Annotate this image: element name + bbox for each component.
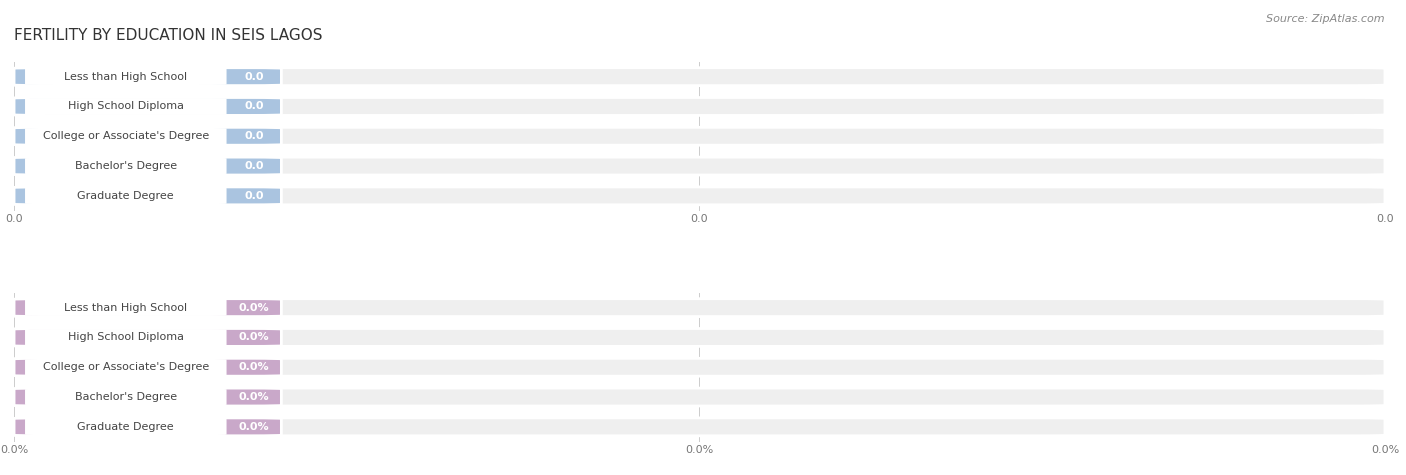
FancyBboxPatch shape (14, 97, 281, 115)
FancyBboxPatch shape (14, 127, 281, 145)
FancyBboxPatch shape (14, 157, 281, 175)
Text: FERTILITY BY EDUCATION IN SEIS LAGOS: FERTILITY BY EDUCATION IN SEIS LAGOS (14, 28, 322, 44)
FancyBboxPatch shape (25, 359, 226, 376)
Text: Source: ZipAtlas.com: Source: ZipAtlas.com (1267, 14, 1385, 24)
FancyBboxPatch shape (14, 358, 281, 376)
Text: Graduate Degree: Graduate Degree (77, 422, 174, 432)
FancyBboxPatch shape (14, 358, 1385, 376)
Text: Bachelor's Degree: Bachelor's Degree (75, 161, 177, 171)
FancyBboxPatch shape (14, 299, 281, 316)
Text: College or Associate's Degree: College or Associate's Degree (42, 131, 209, 141)
Text: 0.0%: 0.0% (239, 332, 270, 342)
Text: 0.0: 0.0 (245, 72, 264, 82)
FancyBboxPatch shape (14, 68, 1385, 86)
Text: Less than High School: Less than High School (65, 72, 187, 82)
Text: 0.0: 0.0 (245, 191, 264, 201)
FancyBboxPatch shape (14, 388, 1385, 406)
FancyBboxPatch shape (14, 418, 1385, 436)
FancyBboxPatch shape (25, 299, 226, 316)
Text: High School Diploma: High School Diploma (67, 332, 184, 342)
Text: 0.0: 0.0 (245, 102, 264, 112)
FancyBboxPatch shape (14, 388, 281, 406)
Text: Bachelor's Degree: Bachelor's Degree (75, 392, 177, 402)
Text: Graduate Degree: Graduate Degree (77, 191, 174, 201)
Text: 0.0%: 0.0% (239, 392, 270, 402)
FancyBboxPatch shape (25, 418, 226, 435)
FancyBboxPatch shape (14, 187, 1385, 205)
FancyBboxPatch shape (14, 97, 1385, 115)
Text: Less than High School: Less than High School (65, 303, 187, 313)
FancyBboxPatch shape (14, 157, 1385, 175)
Text: 0.0%: 0.0% (239, 303, 270, 313)
FancyBboxPatch shape (14, 299, 1385, 316)
FancyBboxPatch shape (25, 389, 226, 405)
Text: College or Associate's Degree: College or Associate's Degree (42, 362, 209, 372)
FancyBboxPatch shape (14, 127, 1385, 145)
Text: 0.0: 0.0 (245, 161, 264, 171)
FancyBboxPatch shape (14, 68, 281, 86)
FancyBboxPatch shape (14, 187, 281, 205)
FancyBboxPatch shape (25, 68, 226, 85)
Text: 0.0: 0.0 (245, 131, 264, 141)
FancyBboxPatch shape (25, 188, 226, 204)
FancyBboxPatch shape (25, 158, 226, 174)
Text: 0.0%: 0.0% (239, 422, 270, 432)
Text: High School Diploma: High School Diploma (67, 102, 184, 112)
FancyBboxPatch shape (25, 329, 226, 346)
FancyBboxPatch shape (14, 418, 281, 436)
FancyBboxPatch shape (25, 98, 226, 115)
FancyBboxPatch shape (14, 329, 1385, 346)
Text: 0.0%: 0.0% (239, 362, 270, 372)
FancyBboxPatch shape (25, 128, 226, 144)
FancyBboxPatch shape (14, 329, 281, 346)
